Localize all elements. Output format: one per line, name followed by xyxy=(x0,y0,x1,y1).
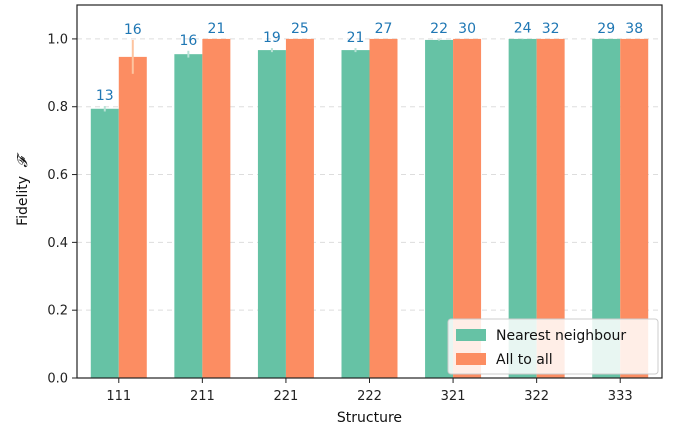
bar-label: 21 xyxy=(207,21,225,37)
bar-label: 13 xyxy=(96,88,114,104)
x-axis-label: Structure xyxy=(337,410,402,426)
bar xyxy=(369,38,398,379)
bar-label: 30 xyxy=(458,21,476,37)
y-axis-label-text: Fidelity xyxy=(15,176,31,226)
error-bars xyxy=(103,38,524,112)
legend-label: All to all xyxy=(496,352,553,368)
y-tick-label: 0.0 xyxy=(47,372,68,387)
bar-label: 24 xyxy=(514,21,532,37)
bar xyxy=(257,50,286,378)
legend-swatch xyxy=(456,329,486,341)
legend-label: Nearest neighbour xyxy=(496,328,626,344)
bar-labels: 13 16 16 21 19 25 21 27 22 30 24 32 29 38 xyxy=(96,21,643,104)
legend-box xyxy=(447,318,659,375)
bar-label: 16 xyxy=(179,33,197,49)
bar xyxy=(90,108,119,379)
y-axis: 0.0 0.2 0.4 0.6 0.8 1.0 xyxy=(47,32,77,387)
bar xyxy=(341,50,370,378)
x-tick-label: 211 xyxy=(190,389,215,404)
bar-label: 38 xyxy=(625,21,643,37)
y-tick-label: 0.2 xyxy=(47,304,68,319)
y-tick-label: 0.6 xyxy=(47,168,68,183)
y-axis-label: Fidelity 𝓕 xyxy=(15,152,31,225)
bar-label: 21 xyxy=(347,30,365,46)
legend: Nearest neighbour All to all xyxy=(447,318,659,375)
bar-label: 29 xyxy=(597,21,615,37)
bar xyxy=(118,56,147,378)
bar xyxy=(285,38,314,379)
x-tick-label: 321 xyxy=(441,389,466,404)
x-tick-label: 222 xyxy=(357,389,382,404)
bar-label: 22 xyxy=(430,21,448,37)
x-tick-label: 322 xyxy=(524,389,549,404)
bar-label: 19 xyxy=(263,30,281,46)
x-axis: 111 211 221 222 321 322 333 xyxy=(106,378,633,404)
y-tick-label: 1.0 xyxy=(47,32,68,47)
x-tick-label: 111 xyxy=(106,389,131,404)
y-tick-label: 0.4 xyxy=(47,236,68,251)
bar-label: 27 xyxy=(375,21,393,37)
x-tick-label: 333 xyxy=(608,389,633,404)
bar xyxy=(202,38,231,379)
bar-label: 32 xyxy=(542,21,560,37)
x-tick-label: 221 xyxy=(274,389,299,404)
legend-swatch xyxy=(456,353,486,365)
bar-label: 25 xyxy=(291,21,309,37)
bar xyxy=(174,54,203,378)
bar-label: 16 xyxy=(124,22,142,38)
y-tick-label: 0.8 xyxy=(47,100,68,115)
